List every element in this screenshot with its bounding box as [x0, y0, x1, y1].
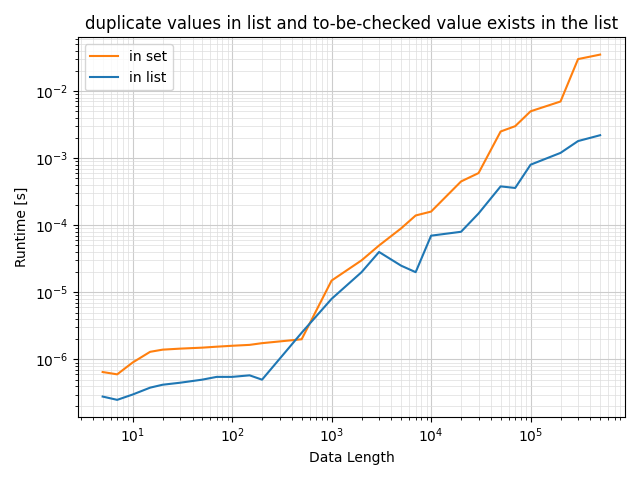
- Legend: in set, in list: in set, in list: [84, 44, 173, 90]
- in set: [457, 179, 465, 184]
- in list: [176, 380, 184, 385]
- in set: [475, 170, 483, 176]
- in set: [574, 56, 582, 62]
- in list: [99, 394, 106, 399]
- in list: [258, 377, 266, 383]
- in list: [457, 229, 465, 235]
- in list: [412, 269, 419, 275]
- in set: [298, 336, 305, 342]
- X-axis label: Data Length: Data Length: [308, 451, 394, 465]
- in list: [198, 377, 206, 383]
- in list: [328, 296, 335, 302]
- in list: [375, 249, 383, 255]
- in set: [511, 123, 519, 129]
- in set: [198, 345, 206, 350]
- in set: [228, 343, 236, 348]
- in list: [129, 392, 136, 397]
- in set: [258, 340, 266, 346]
- in list: [428, 233, 435, 239]
- in set: [397, 226, 405, 231]
- in set: [129, 360, 136, 365]
- in list: [497, 183, 504, 189]
- in list: [511, 185, 519, 191]
- Line: in set: in set: [102, 55, 600, 374]
- in set: [159, 347, 166, 352]
- in set: [375, 242, 383, 248]
- in list: [557, 150, 564, 156]
- in list: [113, 397, 121, 403]
- in set: [99, 369, 106, 375]
- in list: [527, 162, 534, 168]
- in set: [428, 209, 435, 215]
- in set: [596, 52, 604, 58]
- in list: [358, 269, 365, 275]
- in set: [557, 98, 564, 104]
- Line: in list: in list: [102, 135, 600, 400]
- in list: [246, 372, 253, 378]
- in list: [596, 132, 604, 138]
- in list: [397, 263, 405, 268]
- in set: [213, 344, 221, 349]
- in set: [497, 129, 504, 134]
- in set: [246, 342, 253, 348]
- in list: [228, 374, 236, 380]
- in list: [475, 211, 483, 216]
- in set: [358, 257, 365, 263]
- in set: [412, 213, 419, 218]
- in list: [147, 385, 154, 391]
- in list: [574, 138, 582, 144]
- in set: [328, 277, 335, 283]
- in list: [159, 382, 166, 388]
- Title: duplicate values in list and to-be-checked value exists in the list: duplicate values in list and to-be-check…: [85, 15, 618, 33]
- in set: [527, 108, 534, 114]
- in list: [213, 374, 221, 380]
- in set: [147, 349, 154, 355]
- in set: [113, 372, 121, 377]
- in list: [298, 330, 305, 336]
- Y-axis label: Runtime [s]: Runtime [s]: [15, 187, 29, 267]
- in set: [176, 346, 184, 351]
